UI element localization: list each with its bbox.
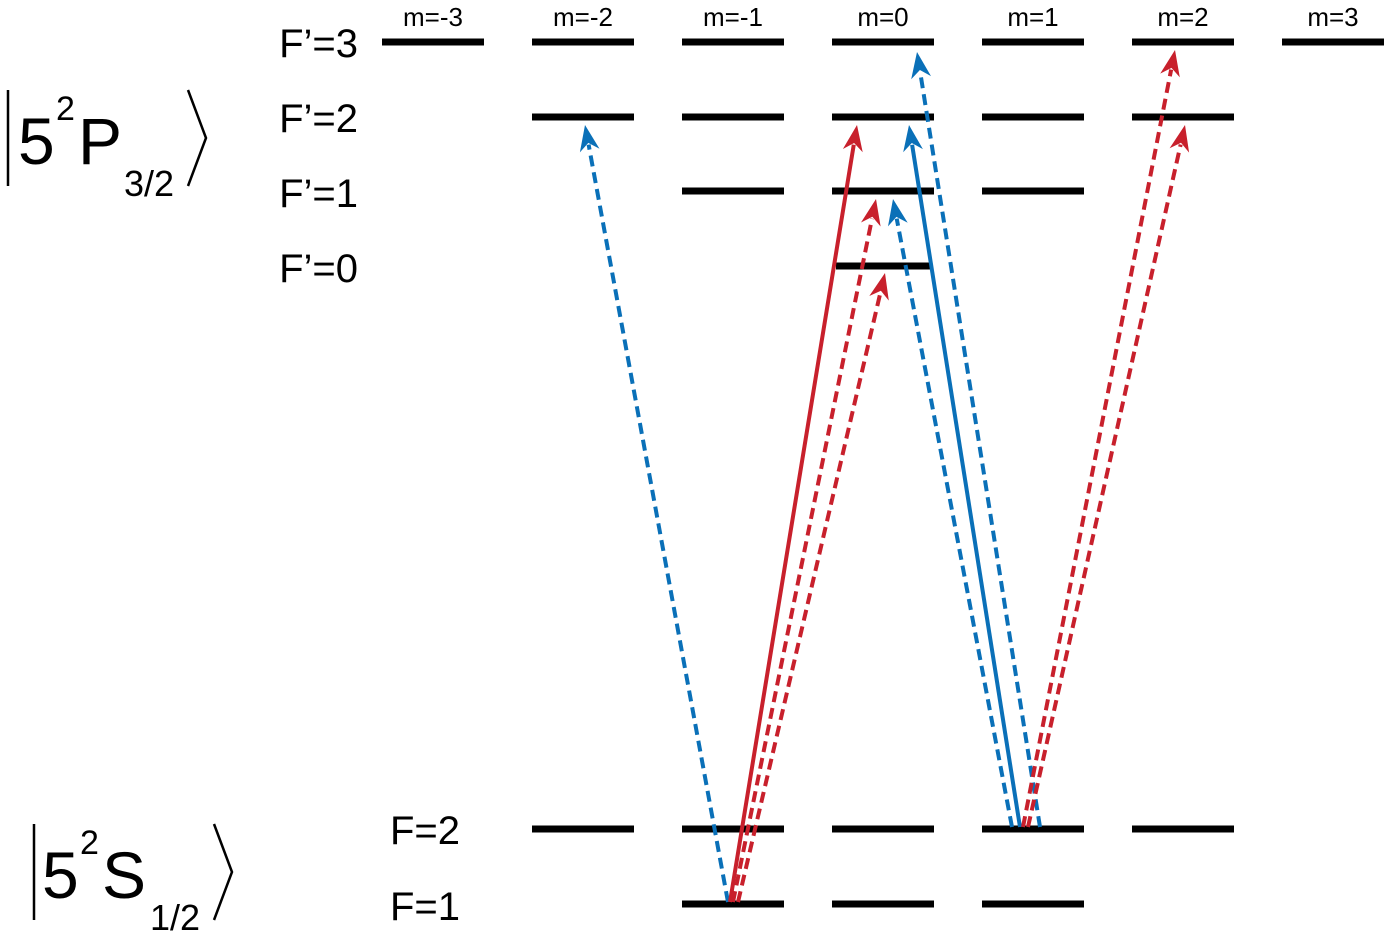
excited-state-sub: 3/2 bbox=[124, 163, 174, 204]
ground-state-letter: S bbox=[102, 838, 146, 912]
excited-state-sup: 2 bbox=[56, 90, 75, 128]
level-label-ground-F2: F=2 bbox=[390, 809, 460, 853]
transition-line bbox=[910, 144, 1022, 828]
m-label: m=1 bbox=[1007, 2, 1058, 32]
level-label-ground-F1: F=1 bbox=[390, 885, 460, 929]
ground-state-sub: 1/2 bbox=[150, 897, 200, 936]
m-label: m=2 bbox=[1157, 2, 1208, 32]
arrow-head-icon bbox=[1160, 50, 1180, 78]
sublevel-lines bbox=[382, 38, 1384, 908]
transition-line bbox=[728, 144, 856, 903]
transition-line bbox=[918, 71, 1042, 828]
transition-line bbox=[1026, 144, 1183, 828]
transition-line bbox=[894, 218, 1014, 828]
ground-state-sup: 2 bbox=[80, 824, 99, 862]
m-label: m=-3 bbox=[403, 2, 463, 32]
m-label: m=-2 bbox=[553, 2, 613, 32]
excited-state-base: 5 bbox=[18, 104, 55, 178]
arrow-head-icon bbox=[861, 199, 881, 227]
m-label-row: m=-3 m=-2 m=-1 m=0 m=1 m=2 m=3 bbox=[403, 2, 1359, 32]
ground-state-base: 5 bbox=[42, 838, 79, 912]
arrow-head-icon bbox=[842, 125, 863, 153]
level-label-excited-F1: F’=1 bbox=[279, 172, 358, 216]
arrow-head-icon bbox=[869, 273, 889, 301]
arrow-head-icon bbox=[903, 125, 923, 153]
transition-line bbox=[586, 144, 730, 903]
level-label-excited-F0: F’=0 bbox=[279, 247, 358, 291]
excited-ket-right-angle bbox=[186, 89, 208, 187]
transition-line bbox=[736, 292, 883, 903]
transition-line bbox=[731, 218, 874, 903]
transition-line bbox=[1021, 69, 1174, 828]
m-label: m=3 bbox=[1307, 2, 1358, 32]
excited-state-letter: P bbox=[78, 104, 122, 178]
transition-arrows bbox=[579, 50, 1190, 903]
hyperfine-labels: F’=3 F’=2 F’=1 F’=0 F=2 F=1 bbox=[279, 22, 460, 929]
excited-state-label: 5 2 P 3/2 bbox=[6, 89, 208, 204]
m-label: m=-1 bbox=[703, 2, 763, 32]
ground-ket-right-angle bbox=[212, 823, 234, 921]
level-label-excited-F2: F’=2 bbox=[279, 97, 358, 141]
arrow-head-icon bbox=[911, 52, 931, 80]
arrow-head-icon bbox=[888, 199, 908, 227]
level-label-excited-F3: F’=3 bbox=[279, 22, 358, 66]
m-label: m=0 bbox=[857, 2, 908, 32]
ground-state-label: 5 2 S 1/2 bbox=[32, 823, 234, 936]
arrow-head-icon bbox=[579, 125, 600, 153]
arrow-head-icon bbox=[1169, 125, 1190, 153]
